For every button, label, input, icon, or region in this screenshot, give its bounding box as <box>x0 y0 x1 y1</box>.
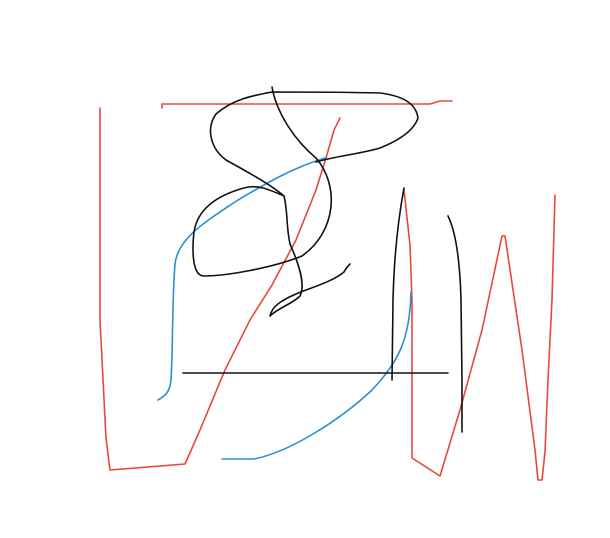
red-stroke-zigzag-w <box>403 189 556 481</box>
blue-stroke-left-arc <box>157 157 326 401</box>
red-stroke-left-u <box>99 107 341 471</box>
red-stroke-top-line <box>161 100 453 109</box>
black-stroke-vertical-left <box>391 187 405 381</box>
black-stroke-vertical-right <box>447 215 463 433</box>
blue-stroke-bottom-curve <box>221 291 412 460</box>
black-stroke-scribble <box>192 86 419 317</box>
